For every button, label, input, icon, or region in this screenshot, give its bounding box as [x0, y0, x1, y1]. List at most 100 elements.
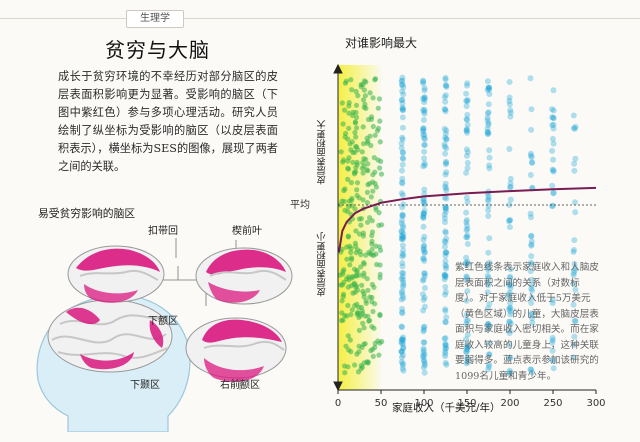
data-point [420, 243, 427, 250]
data-point [349, 307, 355, 313]
data-point [347, 337, 353, 343]
data-point [529, 184, 536, 191]
data-point [377, 312, 383, 319]
data-point [345, 176, 351, 182]
data-point [507, 273, 513, 280]
data-point [399, 222, 406, 229]
data-point [400, 91, 407, 98]
data-point [363, 252, 369, 258]
data-point [398, 232, 405, 239]
data-point [378, 247, 384, 253]
data-point [442, 252, 449, 259]
data-point [399, 161, 406, 168]
data-point [464, 258, 471, 265]
data-point [464, 359, 471, 366]
data-point [485, 279, 492, 286]
data-point [463, 127, 470, 134]
data-point [464, 354, 471, 361]
data-point [463, 97, 470, 104]
data-point [345, 333, 351, 339]
data-point [570, 301, 577, 308]
data-point [421, 142, 428, 148]
data-point [442, 308, 449, 314]
data-point [400, 279, 407, 286]
data-point [351, 171, 358, 177]
data-point [484, 117, 491, 124]
data-point [400, 270, 407, 277]
data-point [442, 219, 448, 226]
data-point [372, 132, 378, 138]
data-point [443, 345, 450, 352]
data-point [353, 243, 359, 249]
data-point [345, 364, 351, 370]
data-point [441, 276, 448, 283]
data-point [420, 307, 427, 314]
data-point [463, 273, 470, 280]
data-point [441, 271, 448, 278]
data-point [485, 207, 492, 214]
data-point [442, 171, 449, 178]
data-point [358, 264, 364, 270]
data-point [399, 211, 406, 218]
data-point [549, 114, 556, 121]
data-point [442, 284, 449, 290]
data-point [550, 365, 557, 372]
data-point [550, 168, 557, 175]
data-point [528, 285, 535, 292]
data-point [485, 84, 492, 91]
data-point [420, 95, 426, 102]
data-point [463, 274, 470, 281]
data-point [357, 248, 363, 254]
data-point [464, 199, 471, 205]
data-point [375, 125, 381, 131]
data-point [421, 162, 428, 169]
data-point [443, 158, 450, 165]
data-point [527, 75, 534, 82]
data-point [421, 207, 428, 214]
data-point [342, 370, 348, 376]
data-point [463, 348, 470, 355]
data-point [400, 224, 407, 231]
data-point [572, 123, 579, 130]
data-point [507, 354, 514, 361]
data-point [400, 276, 406, 283]
data-point [570, 272, 577, 279]
chart-annotation: 紫红色线条表示家庭收入和人脑皮层表面积之间的关系（对数标度）。对于家庭收入低于5… [455, 262, 599, 382]
data-point [506, 146, 513, 152]
data-point [377, 118, 383, 124]
data-point [372, 344, 378, 350]
data-point [399, 283, 406, 290]
data-point [369, 246, 375, 253]
data-point [421, 257, 428, 264]
data-point [398, 340, 405, 347]
data-point [463, 349, 470, 355]
data-point [375, 105, 381, 111]
data-point [364, 135, 370, 141]
data-point [399, 212, 406, 219]
data-point [463, 317, 470, 324]
data-point [485, 213, 492, 219]
data-point [421, 249, 428, 256]
data-point [507, 180, 514, 187]
data-point [528, 106, 535, 113]
data-point [528, 154, 535, 161]
data-point [507, 183, 514, 190]
data-point [375, 157, 381, 163]
data-point [399, 192, 406, 199]
data-point [571, 167, 578, 174]
data-point [370, 308, 376, 315]
data-point [373, 204, 379, 211]
data-point [346, 155, 352, 161]
data-point [420, 214, 427, 221]
data-point [420, 354, 427, 361]
data-point [421, 210, 427, 217]
data-point [352, 129, 358, 136]
data-point [340, 121, 346, 127]
data-point [420, 163, 427, 170]
brain-lateral-view [185, 317, 287, 382]
data-point [398, 220, 405, 227]
data-point [370, 123, 376, 130]
data-point [369, 294, 375, 301]
data-point [443, 249, 450, 256]
data-point [485, 196, 492, 203]
